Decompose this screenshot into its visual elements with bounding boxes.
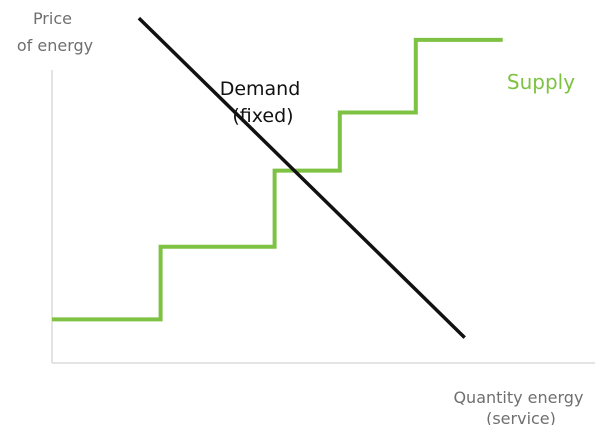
- demand-label-line-2: (fixed): [232, 105, 293, 127]
- y-axis-label: Price of energy: [17, 9, 93, 55]
- x-axis-label-line-2: (service): [486, 409, 556, 425]
- x-axis-label-line-1: Quantity energy: [453, 388, 583, 407]
- demand-series-label: Demand (fixed): [220, 78, 307, 127]
- y-axis-label-line-1: Price: [33, 9, 72, 28]
- y-axis-label-line-2: of energy: [17, 36, 93, 55]
- supply-series-label: Supply: [507, 70, 575, 94]
- demand-series-line: [137, 16, 466, 339]
- supply-series-line: [52, 37, 503, 322]
- x-axis-label: Quantity energy (service): [453, 388, 588, 425]
- demand-label-line-1: Demand: [220, 78, 301, 100]
